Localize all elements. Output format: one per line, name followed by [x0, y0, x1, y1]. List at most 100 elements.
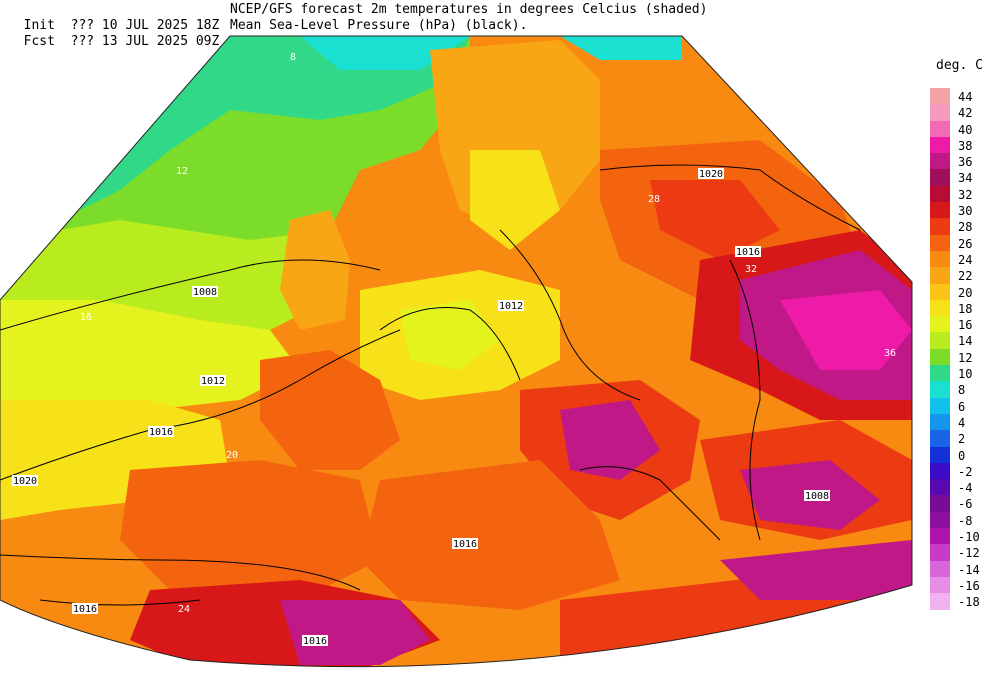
legend-row: 28: [930, 218, 990, 235]
legend-swatch: [930, 104, 950, 121]
legend-label: -18: [958, 595, 980, 610]
legend-label: 16: [958, 318, 973, 333]
pressure-label: 1008: [805, 491, 829, 502]
legend-row: -16: [930, 576, 990, 594]
legend-row: 8: [930, 381, 990, 398]
legend-row: 16: [930, 316, 990, 333]
legend-label: 8: [958, 383, 966, 398]
legend-row: 36: [930, 153, 990, 170]
legend-row: 12: [930, 348, 990, 366]
pressure-label: 1016: [736, 247, 760, 258]
legend-swatch: [930, 446, 950, 463]
temp-label: 16: [80, 312, 92, 323]
legend-row: -8: [930, 511, 990, 529]
legend-label: 34: [958, 171, 973, 186]
legend-swatch: [930, 479, 950, 496]
pressure-label-layer: 1008 1012 1016 1020 1016 1012 1020 1016 …: [12, 168, 830, 647]
legend-label: 22: [958, 269, 973, 284]
legend-row: 44: [930, 88, 990, 105]
legend-label: -4: [958, 481, 973, 496]
legend-row: 20: [930, 283, 990, 300]
isobars: [0, 164, 861, 606]
fcst-label: Fcst: [23, 34, 55, 49]
pressure-label: 1008: [193, 287, 217, 298]
legend-swatch: [930, 528, 950, 545]
pressure-label: 1016: [303, 636, 327, 647]
legend-row: 10: [930, 365, 990, 382]
temperature-label-layer: 8 12 16 20 24 28 32 36: [80, 52, 896, 615]
legend-label: 0: [958, 448, 966, 463]
legend-label: 24: [958, 252, 973, 267]
legend-row: 38: [930, 136, 990, 154]
legend-label: 4: [958, 415, 966, 430]
legend-swatch: [930, 316, 950, 333]
legend-swatch: [930, 299, 950, 317]
legend-label: 10: [958, 367, 973, 382]
legend-row: -18: [930, 593, 990, 610]
legend-swatch: [930, 250, 950, 268]
legend-swatch: [930, 381, 950, 398]
legend-swatch: [930, 185, 950, 203]
legend-row: -12: [930, 544, 990, 561]
legend-row: 42: [930, 104, 990, 121]
temp-label: 36: [884, 348, 896, 359]
pressure-label: 1016: [149, 427, 173, 438]
map-title-line2: Mean Sea-Level Pressure (hPa) (black).: [230, 18, 528, 33]
temp-label: 8: [290, 52, 296, 63]
legend-swatch: [930, 511, 950, 529]
pressure-label: 1012: [201, 376, 225, 387]
legend-swatch: [930, 283, 950, 300]
legend-swatch: [930, 202, 950, 219]
legend-swatch: [930, 430, 950, 447]
legend-row: -10: [930, 528, 990, 545]
legend-label: 40: [958, 122, 973, 137]
legend-row: 22: [930, 267, 990, 284]
legend-row: 30: [930, 202, 990, 219]
legend-label: 6: [958, 399, 966, 414]
legend-label: -10: [958, 530, 980, 545]
legend-label: 28: [958, 220, 973, 235]
legend-swatch: [930, 397, 950, 414]
map-title-line1: NCEP/GFS forecast 2m temperatures in deg…: [230, 2, 708, 17]
legend-swatch: [930, 169, 950, 186]
legend-row: -2: [930, 462, 990, 480]
pressure-label: 1016: [73, 604, 97, 615]
map-field: [0, 36, 912, 667]
legend-row: 32: [930, 185, 990, 203]
legend-swatch: [930, 332, 950, 349]
temp-label: 28: [648, 194, 660, 205]
legend-row: 6: [930, 397, 990, 414]
legend-label: -16: [958, 578, 980, 593]
legend-label: 2: [958, 432, 966, 447]
legend-label: 20: [958, 285, 973, 300]
init-value: ??? 10 JUL 2025 18Z: [70, 18, 220, 33]
legend-row: 18: [930, 299, 990, 317]
color-legend: 44 42 40 38 36 34 32 30 28 26 24 22 20 18 16 14 12 10 8 6 4 2…: [930, 88, 990, 610]
legend-label: 26: [958, 236, 973, 251]
legend-row: 4: [930, 413, 990, 431]
legend-label: 38: [958, 138, 973, 153]
legend-label: 12: [958, 350, 973, 365]
legend-swatch: [930, 560, 950, 577]
legend-row: 40: [930, 120, 990, 137]
legend-row: -14: [930, 560, 990, 577]
legend-row: 26: [930, 234, 990, 251]
legend-label: -12: [958, 546, 980, 561]
legend-row: -6: [930, 495, 990, 512]
legend-swatch: [930, 153, 950, 170]
legend-label: 30: [958, 204, 973, 219]
legend-label: 36: [958, 155, 973, 170]
legend-row: 2: [930, 430, 990, 447]
temp-label: 32: [745, 264, 757, 275]
legend-row: 34: [930, 169, 990, 186]
legend-label: 18: [958, 301, 973, 316]
legend-swatch: [930, 218, 950, 235]
legend-label: -8: [958, 513, 973, 528]
legend-swatch: [930, 413, 950, 431]
temp-label: 12: [176, 166, 188, 177]
init-label: Init: [23, 18, 55, 33]
legend-swatch: [930, 136, 950, 154]
pressure-label: 1020: [13, 476, 37, 487]
legend-row: 24: [930, 250, 990, 268]
